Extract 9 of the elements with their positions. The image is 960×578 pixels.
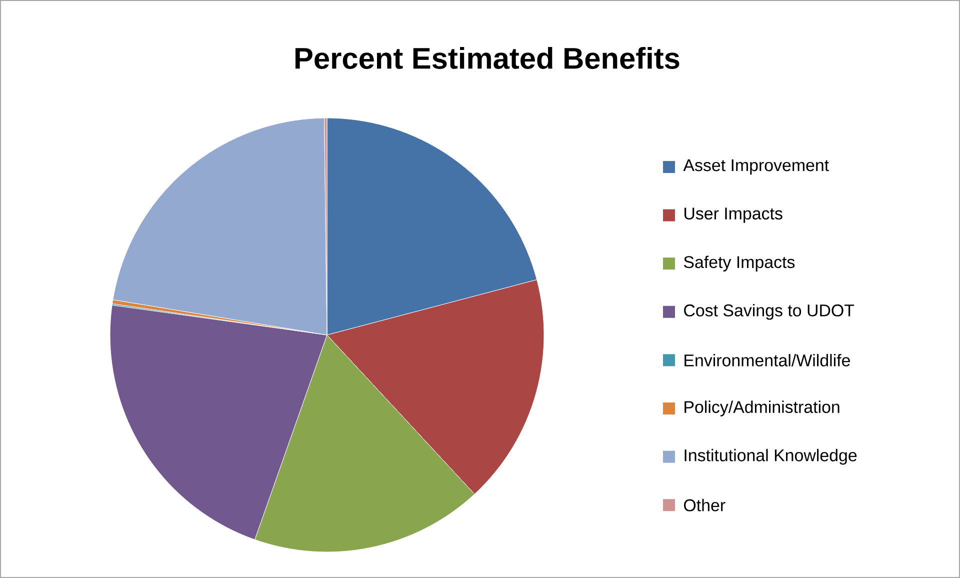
- legend-label: Asset Improvement: [683, 159, 829, 175]
- legend-label: Cost Savings to UDOT: [684, 304, 854, 320]
- legend-label: User Impacts: [684, 208, 782, 223]
- legend-label: Institutional Knowledge: [684, 448, 857, 465]
- legend-label: Safety Impacts: [684, 256, 795, 272]
- legend-label: Other: [684, 498, 726, 512]
- legend-label: Policy/Administration: [684, 400, 840, 416]
- chart-title: Percent Estimated Benefits: [296, 47, 680, 69]
- legend-label: Environmental/Wildlife: [684, 354, 850, 366]
